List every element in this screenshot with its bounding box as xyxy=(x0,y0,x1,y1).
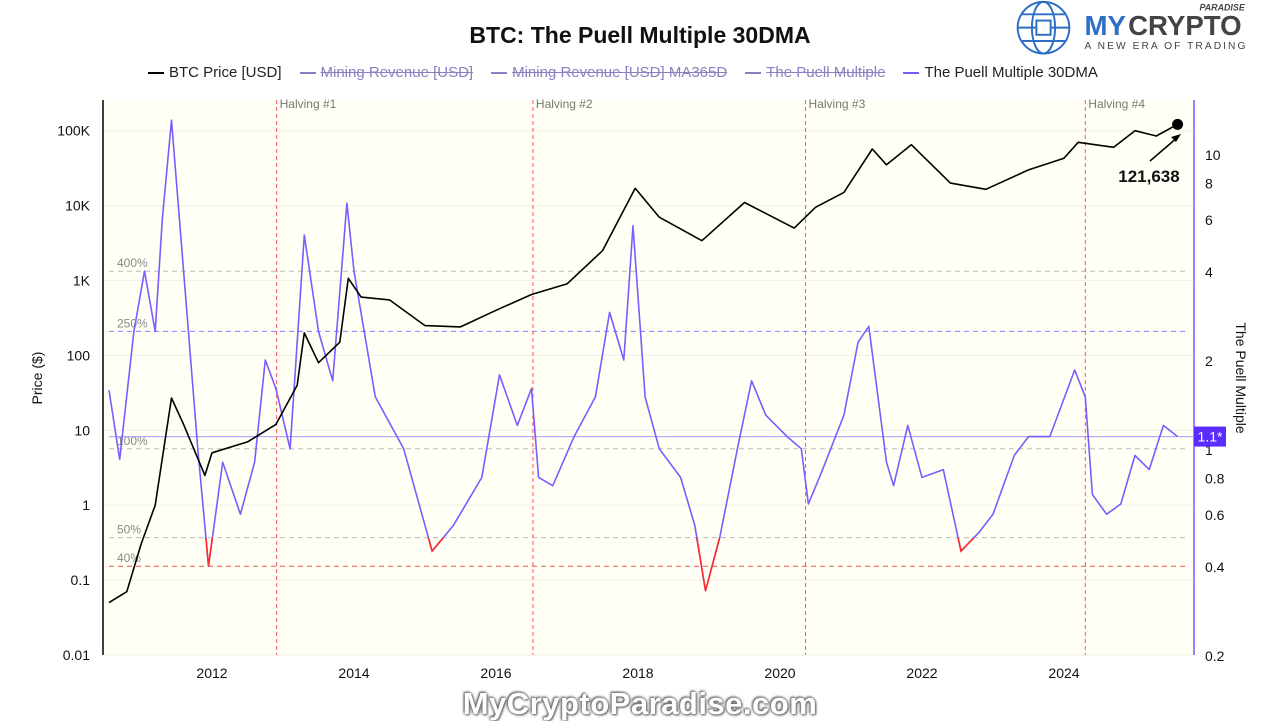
watermark: MyCryptoParadise.com xyxy=(390,688,890,720)
right-tick-label: 0.4 xyxy=(1205,559,1225,575)
right-tick-label: 8 xyxy=(1205,175,1213,191)
halving-label: Halving #2 xyxy=(536,97,593,111)
threshold-label: 400% xyxy=(117,256,148,270)
halving-label: Halving #3 xyxy=(809,97,866,111)
right-tick-label: 0.8 xyxy=(1205,470,1225,486)
last-price-marker xyxy=(1172,119,1183,130)
left-tick-label: 1K xyxy=(73,273,91,289)
x-tick-label: 2024 xyxy=(1048,665,1079,681)
last-price-label: 121,638 xyxy=(1118,167,1179,186)
right-tick-label: 0.2 xyxy=(1205,648,1225,664)
plot-background xyxy=(103,100,1193,655)
halving-label: Halving #1 xyxy=(280,97,337,111)
left-tick-label: 10 xyxy=(74,422,90,438)
left-tick-label: 100K xyxy=(57,123,90,139)
left-tick-label: 100 xyxy=(67,347,91,363)
x-tick-label: 2018 xyxy=(622,665,653,681)
right-tick-label: 4 xyxy=(1205,264,1213,280)
right-tick-label: 2 xyxy=(1205,353,1213,369)
x-tick-label: 2012 xyxy=(196,665,227,681)
threshold-label: 250% xyxy=(117,316,148,330)
left-tick-label: 0.01 xyxy=(63,647,90,663)
right-axis-title: The Puell Multiple xyxy=(1233,322,1249,433)
x-tick-label: 2022 xyxy=(906,665,937,681)
left-axis-title: Price ($) xyxy=(29,352,45,405)
left-tick-label: 10K xyxy=(65,198,91,214)
left-tick-label: 0.1 xyxy=(71,572,91,588)
halving-label: Halving #4 xyxy=(1088,97,1145,111)
right-tick-label: 10 xyxy=(1205,147,1221,163)
left-tick-label: 1 xyxy=(82,497,90,513)
current-puell-badge-label: 1.1* xyxy=(1198,429,1223,445)
x-tick-label: 2014 xyxy=(338,665,369,681)
x-tick-label: 2016 xyxy=(480,665,511,681)
x-tick-label: 2020 xyxy=(764,665,795,681)
right-tick-label: 6 xyxy=(1205,212,1213,228)
threshold-label: 50% xyxy=(117,523,141,537)
right-tick-label: 0.6 xyxy=(1205,507,1225,523)
